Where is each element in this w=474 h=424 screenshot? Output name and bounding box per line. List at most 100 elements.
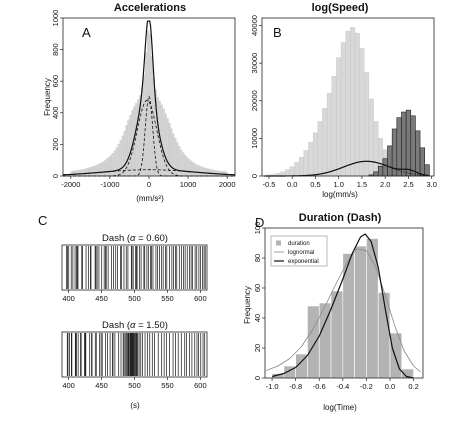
speed-component-curve [264, 160, 430, 177]
panel-a-ylabel: Frequency [43, 78, 52, 116]
raster-2-xtick-label: 500 [128, 381, 141, 390]
panel-b-title: log(Speed) [312, 2, 369, 14]
panel-d-title: Duration (Dash) [299, 212, 382, 224]
speed-bar-dark [382, 158, 388, 177]
panel-d-xtick-label: 0.2 [408, 382, 418, 391]
duration-bar [354, 245, 367, 379]
accel-bar [109, 155, 112, 177]
raster-2-xtick-label: 600 [194, 381, 207, 390]
panel-a-ytick-label: 1000 [51, 10, 60, 27]
speed-bar-light [322, 108, 328, 177]
accel-bar [123, 130, 126, 177]
accel-bar [186, 157, 189, 177]
panel-b-xtick-label: 2.5 [403, 180, 413, 189]
panel-b-ytick-label: 10000 [250, 128, 259, 149]
legend-label: lognormal [288, 250, 314, 256]
accel-bar [168, 122, 171, 177]
accel-bar [205, 168, 208, 177]
panel-a: Accelerations A Frequency (mm/s²) -2000-… [43, 2, 236, 203]
panel-c: C Dash (α = 0.60) Dash (α = 1.50) 400 450… [38, 213, 208, 410]
accel-bar [166, 118, 169, 177]
accel-bar [88, 167, 91, 177]
accel-bar [180, 149, 183, 177]
speed-bar-light [285, 169, 291, 177]
speed-bar-light [312, 132, 318, 177]
accel-bar [111, 153, 114, 177]
panel-d-axes: -1.0 -0.8 -0.6 -0.4 -0.2 0.0 0.2 0 20 40 60 80 100 [253, 222, 424, 391]
panel-a-bars [70, 30, 228, 177]
speed-bar-light [299, 157, 304, 177]
panel-d-ytick-label: 100 [253, 222, 262, 235]
panel-a-ytick-label: 600 [51, 75, 60, 88]
accel-bar [76, 170, 79, 177]
accel-bar [197, 165, 200, 177]
panel-d-plot-frame [264, 227, 424, 379]
raster-2-xtick-label: 400 [62, 381, 75, 390]
accel-bar [129, 115, 132, 177]
panel-c-letter: C [38, 213, 47, 228]
panel-d-xtick-label: -0.8 [289, 382, 302, 391]
panel-d-ytick-label: 0 [253, 376, 262, 380]
accel-bar [121, 135, 124, 177]
raster-2-xtick-label: 550 [161, 381, 174, 390]
panel-b-ytick-label: 30000 [250, 53, 259, 74]
raster-2-events [66, 333, 206, 376]
panel-d: Duration (Dash) D Frequency log(Time) -1… [243, 212, 424, 412]
accel-bar [115, 147, 118, 177]
speed-bar-light [350, 27, 356, 177]
accel-component-curve [62, 169, 236, 176]
panel-d-ytick-label: 80 [253, 254, 262, 262]
speed-bar-light [303, 150, 309, 177]
panel-c-axes: 400 450 500 550 600 400 450 500 550 600 [61, 244, 208, 390]
panel-b-xtick-label: 2.0 [380, 180, 390, 189]
accel-bar [72, 170, 75, 177]
panel-b-xtick-label: 3.0 [426, 180, 436, 189]
panel-b-xtick-label: 0.0 [287, 180, 297, 189]
duration-bar [307, 305, 320, 379]
speed-bar-light [364, 72, 370, 177]
accel-bar [207, 168, 210, 177]
accel-bar [127, 119, 130, 177]
speed-bar-light [368, 98, 374, 177]
accel-bar [184, 155, 187, 177]
panel-d-xtick-label: -0.4 [336, 382, 349, 391]
panel-b-ytick-label: 40000 [250, 15, 259, 36]
panel-b-ytick-label: 20000 [250, 90, 259, 111]
accel-bar [203, 167, 206, 177]
panel-a-xtick-label: 0 [147, 180, 151, 189]
panel-a-xtick-label: 1000 [180, 180, 197, 189]
accel-bar [98, 163, 101, 177]
lognormal-curve [266, 248, 421, 373]
raster-1-xtick-label: 400 [62, 294, 75, 303]
panel-a-ytick-label: 400 [51, 107, 60, 120]
raster-1-xtick-label: 450 [95, 294, 108, 303]
panel-b-xtick-label: 1.5 [357, 180, 367, 189]
speed-bar-dark [415, 130, 421, 177]
accel-bar [170, 128, 173, 177]
accel-bar [187, 159, 191, 177]
speed-bar-light [289, 166, 295, 177]
speed-bar-light [340, 42, 346, 177]
panel-b: log(Speed) B log(mm/s) -0.5 0.0 0.5 1.0 1.5 2… [250, 2, 437, 199]
accel-bar [148, 33, 152, 177]
legend-swatch-duration [276, 240, 281, 246]
accel-bar [103, 160, 107, 177]
panel-b-xlabel: log(mm/s) [322, 190, 358, 199]
raster-1-xtick-label: 550 [161, 294, 174, 303]
speed-bar-light [345, 31, 351, 177]
accel-bar [191, 162, 195, 177]
accel-bar [162, 108, 165, 177]
accel-bar [201, 167, 204, 177]
panel-d-xlabel: log(Time) [323, 403, 357, 412]
panel-d-xtick-label: -1.0 [266, 382, 279, 391]
speed-bar-dark [401, 111, 407, 177]
exponential-curve [271, 233, 414, 379]
accel-bar [86, 168, 89, 177]
panel-b-bars [266, 27, 430, 177]
speed-bar-light [354, 32, 360, 177]
panel-c-xlabel: (s) [130, 401, 140, 410]
speed-bar-light [331, 76, 337, 177]
accel-bar [96, 164, 99, 177]
accel-bar [80, 169, 83, 177]
accel-bar [195, 164, 198, 177]
